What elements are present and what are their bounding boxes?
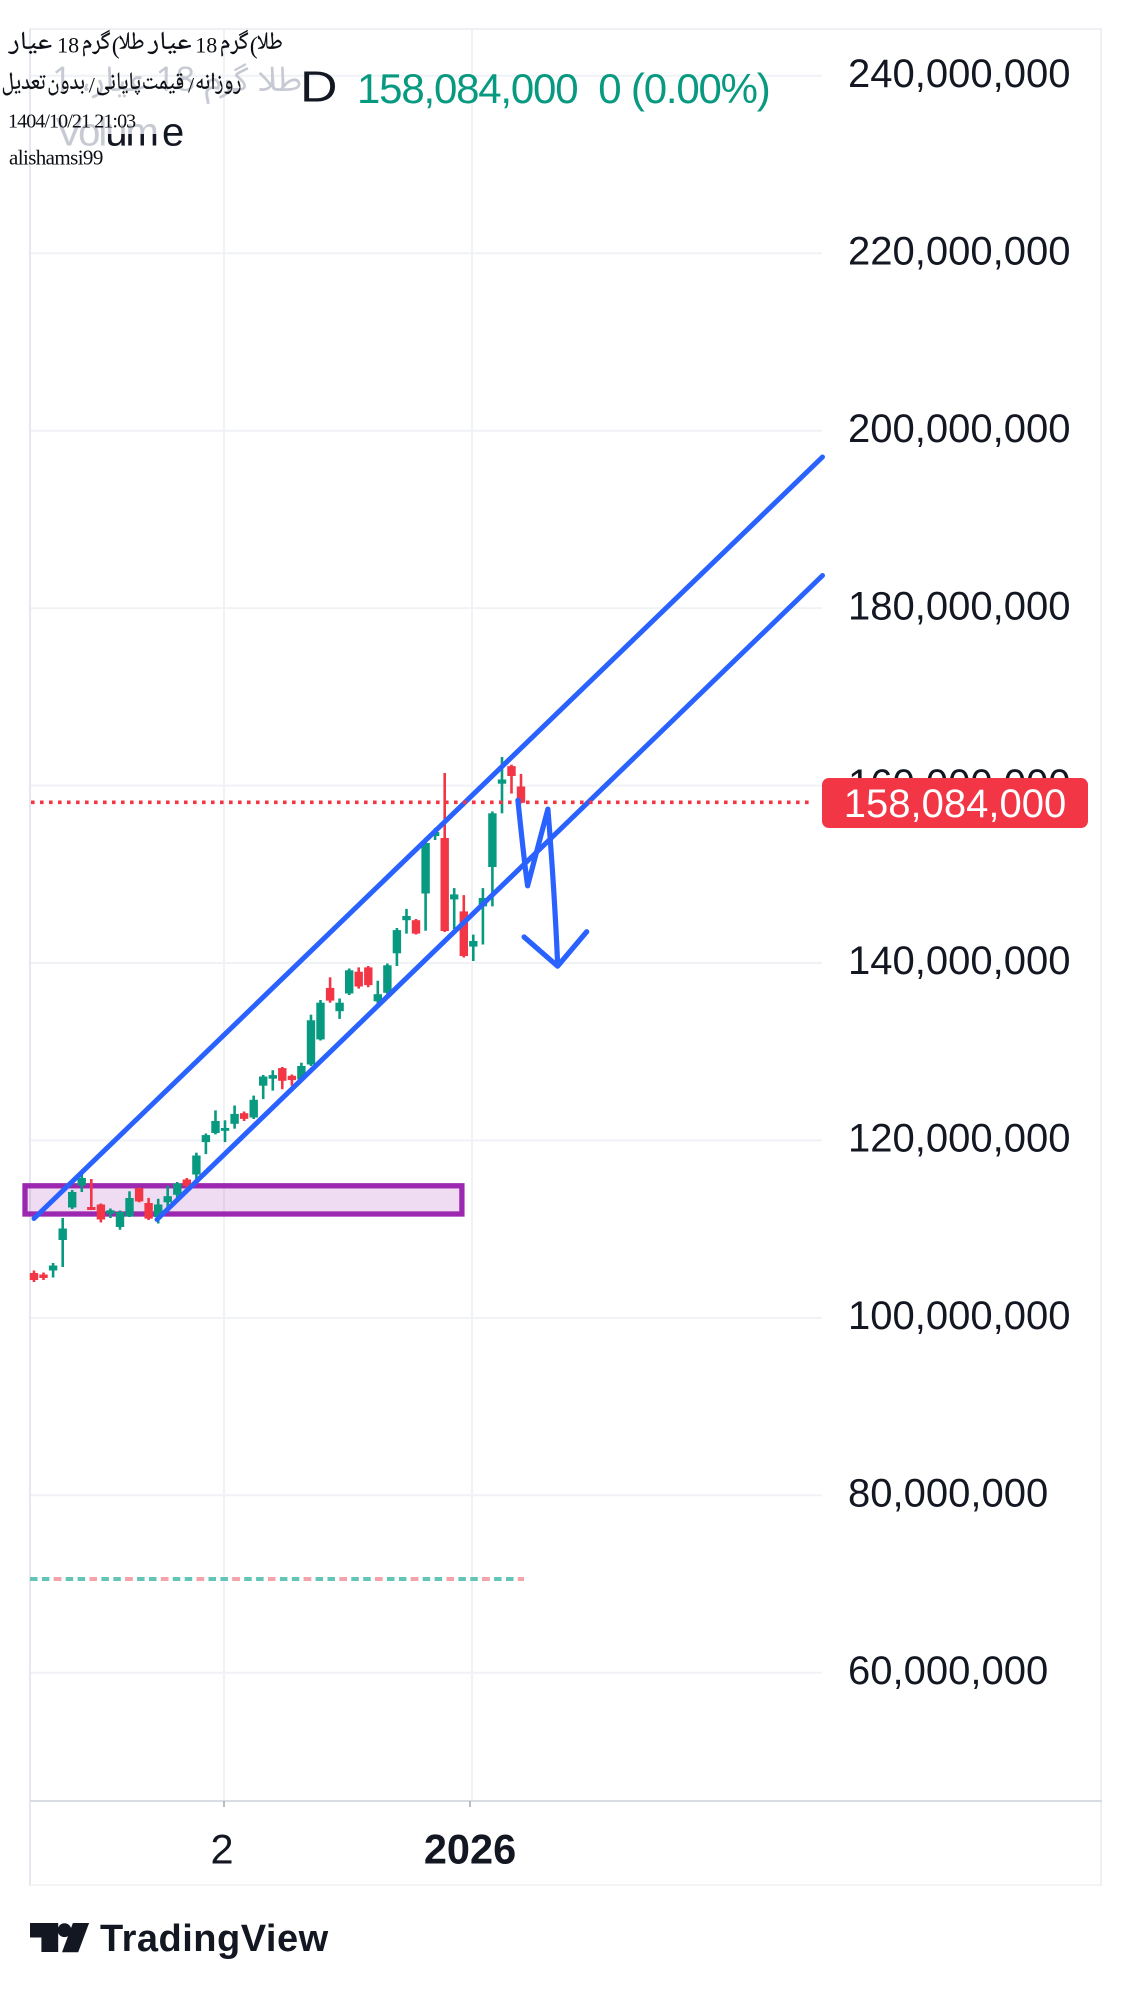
svg-text:120,000,000: 120,000,000 bbox=[848, 1117, 1070, 1161]
svg-text:/: / bbox=[89, 73, 96, 98]
svg-text:200,000,000: 200,000,000 bbox=[848, 407, 1070, 451]
svg-text:18: 18 bbox=[57, 33, 79, 58]
svg-text:TradingView: TradingView bbox=[100, 1918, 329, 1960]
svg-text:Volum: Volum bbox=[56, 111, 157, 155]
svg-text:D: D bbox=[300, 62, 337, 111]
svg-text:60,000,000: 60,000,000 bbox=[848, 1649, 1048, 1693]
svg-text:alishamsi99: alishamsi99 bbox=[9, 146, 103, 170]
svg-text:e: e bbox=[162, 111, 184, 155]
svg-text:(: ( bbox=[250, 34, 258, 60]
svg-text:158,084,000 0 (0.00%): 158,084,000 0 (0.00%) bbox=[357, 65, 770, 112]
svg-text:1404/10/21 21:03: 1404/10/21 21:03 bbox=[8, 111, 136, 133]
svg-text:80,000,000: 80,000,000 bbox=[848, 1472, 1048, 1516]
svg-text:180,000,000: 180,000,000 bbox=[848, 584, 1070, 628]
svg-text:/: / bbox=[188, 73, 195, 98]
svg-text:Volum: Volum bbox=[56, 111, 157, 155]
svg-text:158,084,000: 158,084,000 bbox=[844, 782, 1066, 826]
svg-text:2026: 2026 bbox=[424, 1826, 516, 1873]
svg-text:2: 2 bbox=[210, 1826, 233, 1873]
svg-text:18: 18 bbox=[195, 33, 217, 58]
svg-text:100,000,000: 100,000,000 bbox=[848, 1294, 1070, 1338]
svg-text:240,000,000: 240,000,000 bbox=[848, 52, 1070, 96]
svg-text:220,000,000: 220,000,000 bbox=[848, 229, 1070, 273]
svg-text:140,000,000: 140,000,000 bbox=[848, 939, 1070, 983]
svg-text:(: ( bbox=[112, 34, 120, 60]
